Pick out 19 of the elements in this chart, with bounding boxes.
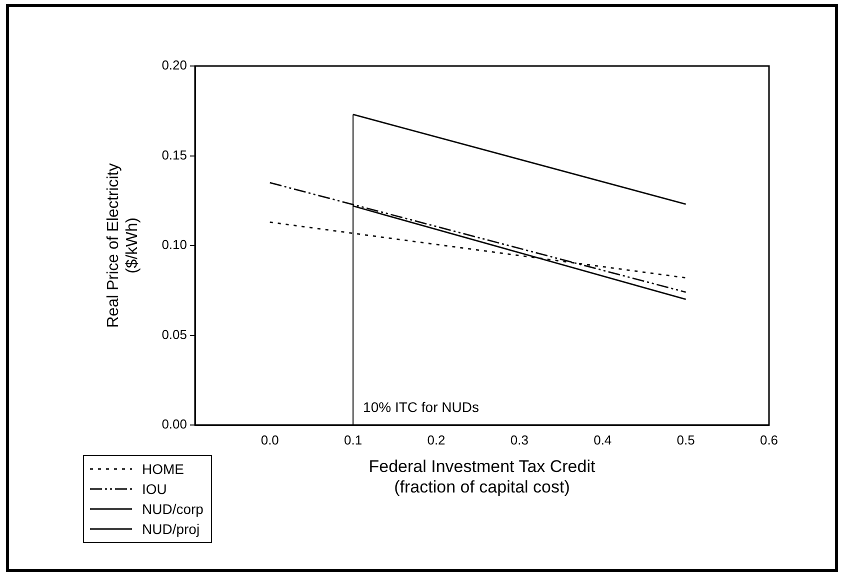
legend-label: IOU — [142, 481, 167, 497]
x-axis-title: Federal Investment Tax Credit (fraction of capital cost) — [368, 457, 596, 496]
y-tick-label: 0.15 — [162, 147, 187, 162]
y-tick-label: 0.05 — [162, 326, 187, 342]
legend-label: NUD/corp — [142, 501, 204, 517]
x-tick-label: 0.0 — [260, 432, 279, 448]
x-tick-label: 0.4 — [594, 432, 612, 448]
x-tick-label: 0.1 — [344, 432, 362, 448]
y-tick-label: 0.20 — [162, 58, 187, 73]
x-tick-label: 0.2 — [427, 432, 446, 448]
y-tick-label: 0.00 — [162, 416, 187, 432]
legend-label: NUD/proj — [142, 521, 200, 537]
y-axis-title: Real Price of Electricity ($/kWh) — [105, 163, 142, 328]
x-tick-label: 0.5 — [676, 432, 695, 448]
y-tick-label: 0.10 — [162, 237, 187, 252]
ref-line-label: 10% ITC for NUDs — [363, 398, 479, 415]
x-tick-label: 0.6 — [760, 432, 778, 448]
x-tick-label: 0.3 — [510, 432, 528, 448]
legend-label: HOME — [142, 461, 184, 477]
